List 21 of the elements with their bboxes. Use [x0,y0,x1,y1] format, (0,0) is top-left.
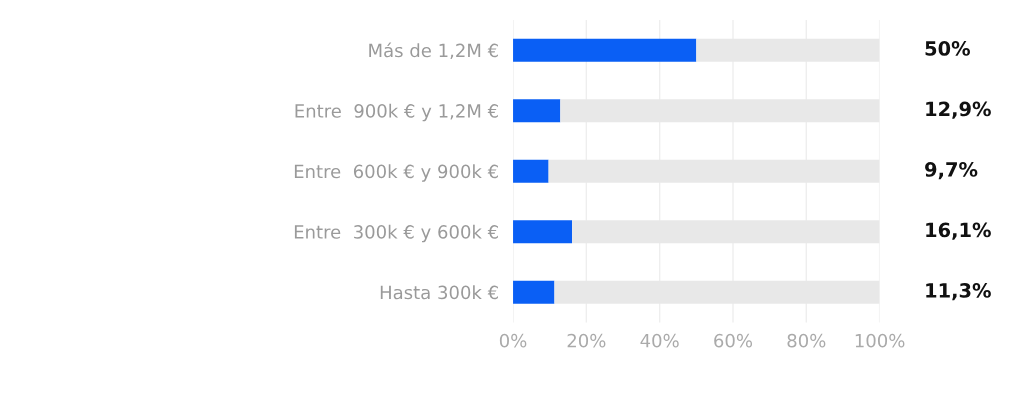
x-tick-label: 100% [855,333,905,348]
text: 16,1% [926,222,991,240]
text: 12,9% [926,101,991,119]
x-tick-label: 60% [714,333,753,348]
y-tick-label: Entre 300k € y 600k € [294,224,498,243]
y-tick-label: Hasta 300k € [380,285,498,300]
bar [513,220,573,244]
y-tick-label: Más de 1,2M € [369,42,498,60]
x-tick-label: 20% [567,333,606,348]
bar [513,159,549,183]
bar [513,99,561,123]
text: 50% [925,41,970,56]
y-tick-label: Entre 900k € y 1,2M € [295,103,498,122]
x-tick-label: 80% [787,333,826,348]
bar [513,280,555,304]
text: 11,3% [926,283,991,301]
x-tick-label: 40% [640,333,679,348]
y-tick-label: Entre 600k € y 900k € [294,164,498,182]
text: 9,7% [925,162,978,180]
bar [513,38,697,62]
x-tick-label: 0% [499,333,527,348]
